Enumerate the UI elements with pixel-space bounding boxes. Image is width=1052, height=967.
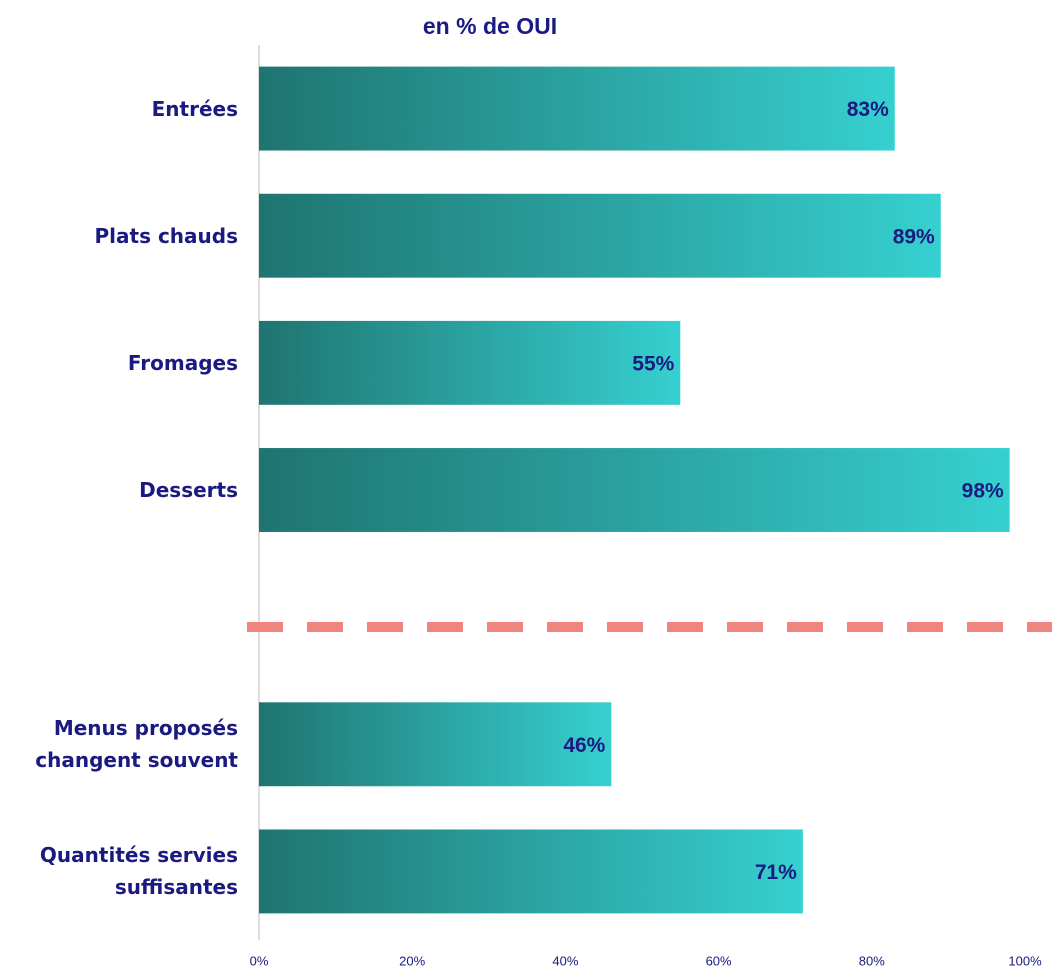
bar <box>259 829 803 914</box>
x-tick-label: 20% <box>399 953 425 967</box>
x-tick-label: 40% <box>552 953 578 967</box>
value-label: 71% <box>755 861 797 884</box>
category-label: Fromages <box>127 350 238 375</box>
bar <box>259 193 941 278</box>
category-label: Desserts <box>139 478 238 502</box>
bar <box>259 66 895 151</box>
category-label: Menus proposés changent souvent <box>35 716 238 773</box>
value-label: 98% <box>962 480 1004 503</box>
chart-title: en % de OUI <box>423 13 557 39</box>
bar <box>259 448 1010 532</box>
x-tick-label: 0% <box>250 953 269 967</box>
x-tick-label: 80% <box>859 953 885 967</box>
value-label: 46% <box>563 734 605 757</box>
x-tick-label: 60% <box>706 953 732 967</box>
category-label: Plats chauds <box>94 223 239 248</box>
value-label: 55% <box>632 352 674 375</box>
category-label: Entrées <box>151 96 238 121</box>
value-label: 83% <box>847 98 889 121</box>
bar <box>259 702 612 787</box>
bar <box>259 320 681 405</box>
x-tick-label: 100% <box>1008 953 1042 967</box>
value-label: 89% <box>893 225 935 248</box>
category-label: Quantités servies suffisantes <box>39 843 238 900</box>
